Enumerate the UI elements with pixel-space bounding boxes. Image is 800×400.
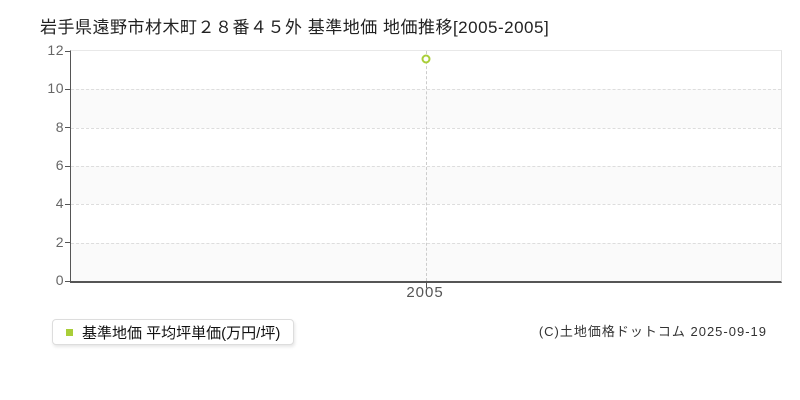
y-axis-tick: [65, 242, 70, 244]
legend: 基準地価 平均坪単価(万円/坪): [52, 319, 295, 345]
y-tick-label: 2: [55, 233, 64, 250]
y-axis-tick: [65, 88, 70, 90]
y-axis-tick: [65, 280, 70, 282]
legend-marker-icon: [66, 328, 73, 336]
chart-title: 岩手県遠野市材木町２８番４５外 基準地価 地価推移[2005-2005]: [40, 18, 550, 37]
copyright-text: (C)土地価格ドットコム 2025-09-19: [538, 324, 767, 339]
y-tick-label: 0: [55, 272, 64, 288]
y-axis-tick: [65, 50, 70, 52]
x-axis-labels: 2005: [70, 284, 780, 304]
plot-area: [65, 50, 782, 288]
data-point-marker: [421, 54, 431, 64]
reference-line: [426, 51, 427, 281]
y-axis-tick: [65, 165, 70, 167]
x-axis-tick: [426, 283, 427, 288]
y-axis-labels: 0 2 4 6 8 10 12: [0, 42, 64, 288]
y-tick-label: 12: [47, 42, 64, 58]
y-axis-tick: [65, 203, 70, 205]
y-tick-label: 10: [47, 80, 64, 97]
y-tick-label: 8: [55, 118, 64, 135]
y-axis-tick: [65, 127, 70, 129]
legend-label: 基準地価 平均坪単価(万円/坪): [82, 324, 281, 342]
y-tick-label: 6: [55, 157, 64, 173]
x-tick-label: 2005: [406, 284, 444, 301]
y-tick-label: 4: [55, 195, 64, 212]
